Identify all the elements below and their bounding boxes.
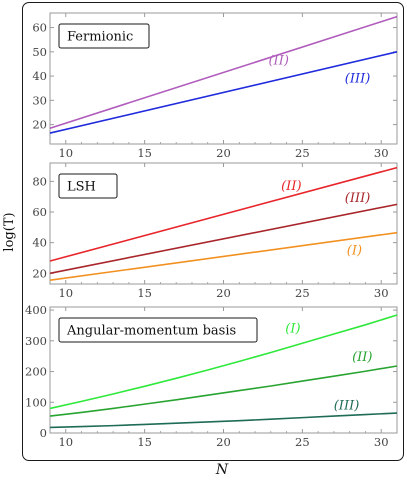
panel-2: 10 15 20 25 30 20 40 60 80 (II) (III) (I) LSH [32,162,398,300]
x-tick-label: 25 [295,435,310,449]
series-line-2 [49,51,398,134]
y-tick-label: 300 [25,334,47,348]
series-label-2: (III) [345,191,371,206]
x-axis-label: N [215,462,229,478]
title-box [58,23,150,49]
y-tick-label: 20 [32,266,47,280]
x-tick-label: 30 [374,435,389,449]
y-tick-label: 40 [32,69,47,83]
x-tick-label: 15 [137,146,152,160]
y-tick-label: 40 [32,236,47,250]
series-line-3 [49,231,398,281]
panel-title: LSH [67,180,96,195]
panel-3: 10 15 20 25 300100200300400(I)(II)(III)Angul… [25,303,398,449]
series-line-2 [49,365,398,417]
panel-1: 10 15 20 25 30 20 30 40 50 60 (II) (III) Fermionic [32,12,398,160]
x-tick-label: 15 [137,435,152,449]
x-tick-label: 30 [374,286,389,300]
x-tick-label: 20 [216,286,231,300]
series-label-1: (I) [285,322,300,337]
y-tick-label: 200 [25,365,47,379]
y-tick-label: 0 [40,426,47,440]
series-label-1: (II) [281,179,301,194]
x-tick-label: 10 [58,435,73,449]
series-line-3 [49,412,398,429]
y-axis-label: log(T) [2,212,17,251]
x-tick-label: 20 [216,435,231,449]
x-tick-label: 10 [58,146,73,160]
series-line-1 [49,314,398,410]
x-tick-label: 25 [295,286,310,300]
series-label-3: (I) [347,243,362,258]
panel-title: Fermionic [67,30,133,45]
panel-title: Angular-momentum basis [66,324,236,339]
x-tick-label: 30 [374,146,389,160]
series-line-1 [49,166,398,262]
y-tick-label: 100 [25,395,47,409]
series-line-1 [49,15,398,129]
series-label-1: (II) [268,53,288,68]
series-line-2 [49,203,398,275]
y-tick-label: 20 [32,118,47,132]
x-tick-label: 20 [216,146,231,160]
series-label-2: (II) [352,350,372,365]
y-tick-label: 80 [32,174,47,188]
y-tick-label: 50 [32,45,47,59]
y-tick-label: 400 [25,303,47,317]
x-tick-label: 15 [137,286,152,300]
series-label-2: (III) [345,72,371,87]
y-tick-label: 60 [32,21,47,35]
figure-frame [22,2,404,461]
y-tick-label: 30 [32,93,47,107]
y-tick-label: 60 [32,205,47,219]
series-label-3: (III) [334,398,360,413]
title-box [58,317,258,343]
x-tick-label: 25 [295,146,310,160]
title-box [58,173,118,199]
x-tick-label: 10 [58,286,73,300]
